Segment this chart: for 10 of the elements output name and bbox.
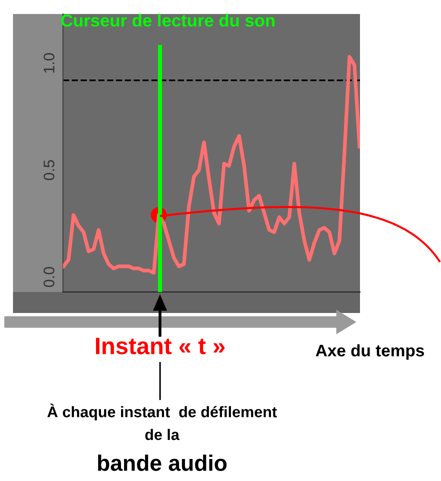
- text: Instant « t »: [96, 338, 225, 354]
- text: À chaque instant de défilement: [47, 404, 277, 420]
- text: bande audio: [98, 454, 227, 471]
- y-tick-label: 1.0: [44, 53, 54, 73]
- text: Axe du temps: [316, 344, 424, 360]
- y-tick-label: 0.0: [44, 267, 54, 288]
- text: de la: [145, 428, 180, 440]
- y-tick-label: 0.5: [44, 160, 54, 180]
- line-series: [63, 54, 360, 275]
- annotation: Curseur de lecture du son: [61, 14, 274, 27]
